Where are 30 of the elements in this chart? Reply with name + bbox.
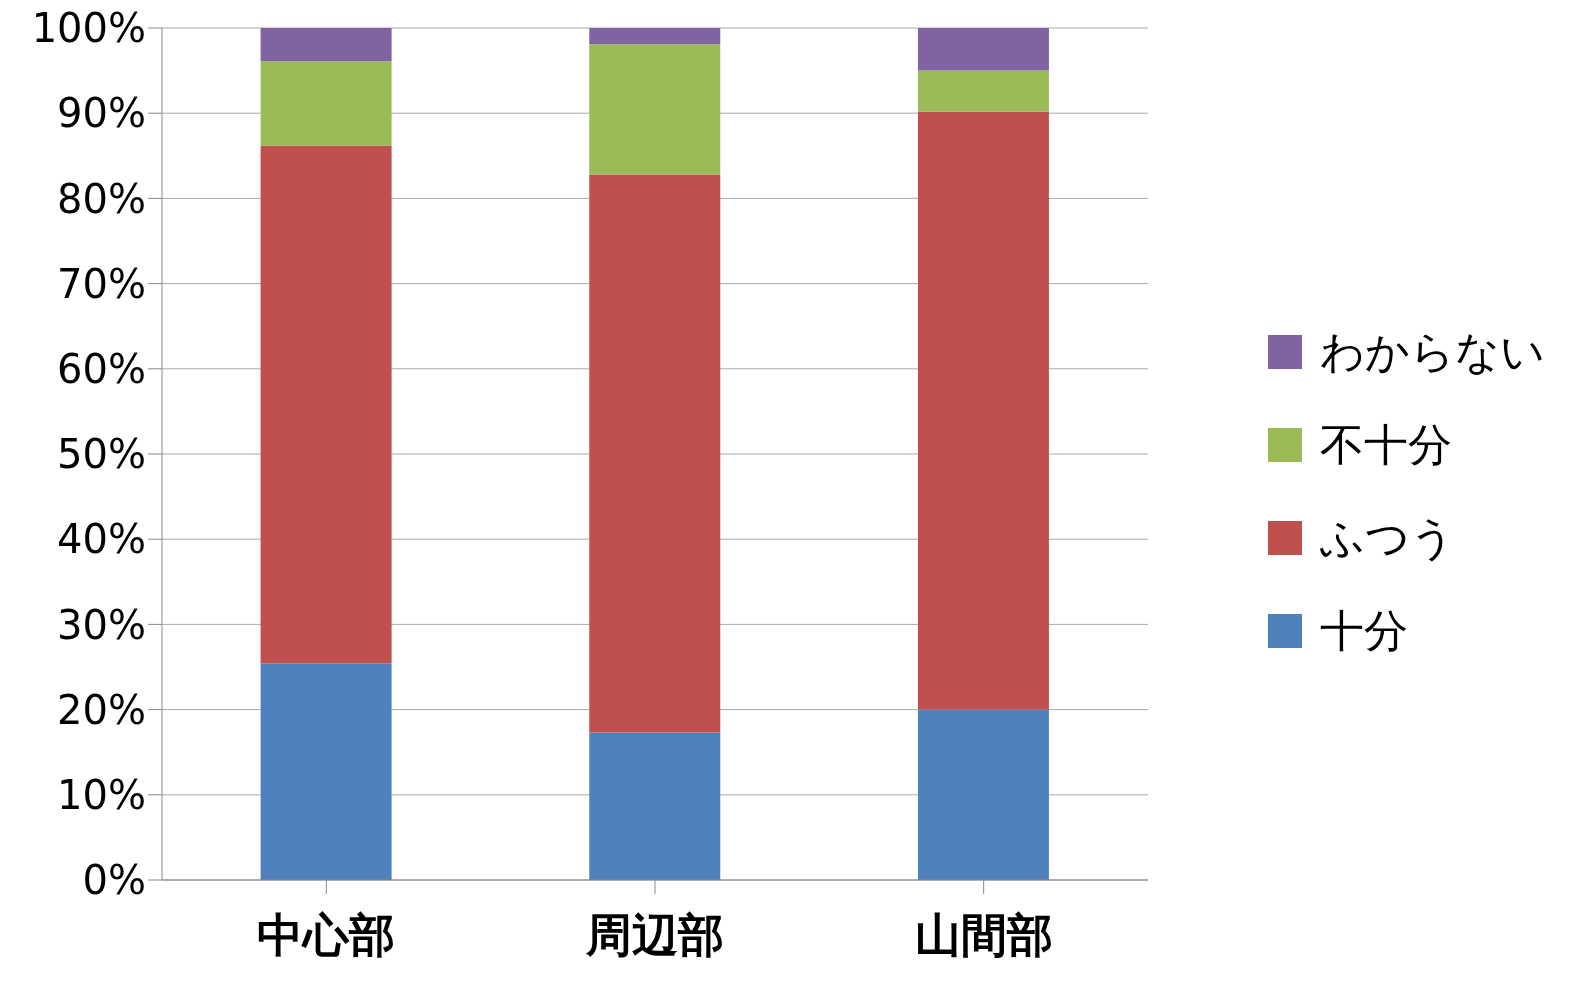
legend-label: わからない	[1320, 324, 1545, 379]
y-tick-label: 0%	[82, 857, 146, 904]
legend-label: ふつう	[1320, 510, 1455, 565]
y-tick-label: 30%	[57, 601, 146, 648]
y-tick-label: 90%	[57, 90, 146, 137]
x-tick-label: 中心部	[257, 907, 396, 962]
y-tick-label: 10%	[57, 772, 146, 818]
bar	[589, 174, 721, 733]
bar	[260, 61, 392, 146]
bar	[589, 28, 721, 45]
y-tick-label: 80%	[57, 175, 146, 222]
y-tick-label: 20%	[57, 686, 146, 733]
y-tick-label: 70%	[57, 260, 146, 307]
bar	[917, 70, 1049, 112]
bar	[917, 709, 1049, 880]
y-tick-label: 40%	[57, 516, 146, 563]
bar	[589, 44, 721, 175]
bar	[589, 732, 721, 880]
bar	[260, 145, 392, 664]
x-tick-label: 山間部	[914, 907, 1053, 962]
y-tick-label: 50%	[57, 431, 146, 478]
bar	[260, 28, 392, 62]
y-tick-label: 60%	[57, 346, 146, 392]
bar	[917, 28, 1049, 71]
legend-label: 十分	[1320, 603, 1408, 658]
bar	[260, 663, 392, 880]
bar	[917, 111, 1049, 710]
y-tick-label: 100%	[31, 5, 146, 52]
x-tick-label: 周辺部	[585, 907, 724, 962]
legend-label: 不十分	[1320, 417, 1452, 472]
